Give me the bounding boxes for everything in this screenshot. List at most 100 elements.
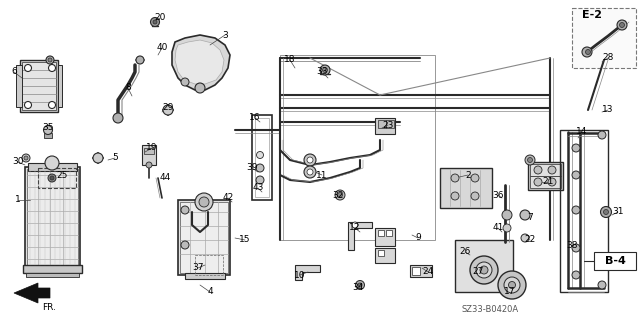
Bar xyxy=(412,267,420,275)
Text: 1: 1 xyxy=(15,196,21,204)
Circle shape xyxy=(256,176,264,184)
Text: 22: 22 xyxy=(524,235,536,244)
Circle shape xyxy=(181,206,189,214)
Circle shape xyxy=(24,101,31,108)
Text: 3: 3 xyxy=(222,31,228,40)
Text: 24: 24 xyxy=(422,268,434,277)
Circle shape xyxy=(181,241,189,249)
Circle shape xyxy=(45,156,59,170)
Text: 30: 30 xyxy=(12,158,24,167)
Text: 16: 16 xyxy=(249,114,260,122)
Circle shape xyxy=(476,262,492,278)
Circle shape xyxy=(534,178,542,186)
Circle shape xyxy=(337,192,342,197)
Text: 27: 27 xyxy=(472,268,484,277)
Circle shape xyxy=(600,206,611,218)
Text: 13: 13 xyxy=(602,106,614,115)
Text: 19: 19 xyxy=(147,144,157,152)
Bar xyxy=(144,148,154,154)
Text: 9: 9 xyxy=(415,234,421,242)
Text: 26: 26 xyxy=(460,248,470,256)
Polygon shape xyxy=(175,40,224,84)
Text: 2: 2 xyxy=(465,170,471,180)
Bar xyxy=(378,120,386,128)
Circle shape xyxy=(451,192,459,200)
Text: 36: 36 xyxy=(492,190,504,199)
Circle shape xyxy=(498,271,526,299)
Bar xyxy=(530,164,561,176)
Circle shape xyxy=(470,256,498,284)
Circle shape xyxy=(195,193,213,211)
Bar xyxy=(375,118,395,134)
Bar xyxy=(142,145,156,165)
Text: 41: 41 xyxy=(492,224,504,233)
Circle shape xyxy=(22,154,30,162)
Bar xyxy=(560,130,608,292)
Circle shape xyxy=(195,83,205,93)
Text: 28: 28 xyxy=(602,54,614,63)
Circle shape xyxy=(48,58,52,62)
Bar xyxy=(375,228,395,246)
Circle shape xyxy=(49,101,56,108)
Text: 12: 12 xyxy=(349,224,361,233)
Circle shape xyxy=(150,18,159,26)
Text: FR.: FR. xyxy=(42,303,56,313)
Text: 10: 10 xyxy=(294,271,306,279)
Circle shape xyxy=(136,56,144,64)
Text: 42: 42 xyxy=(222,194,234,203)
Circle shape xyxy=(572,271,580,279)
Bar xyxy=(185,273,225,279)
Bar xyxy=(195,255,223,275)
Bar xyxy=(528,162,563,190)
Circle shape xyxy=(534,166,542,174)
Circle shape xyxy=(358,283,362,287)
Bar xyxy=(180,202,228,273)
Circle shape xyxy=(50,176,54,180)
Text: 4: 4 xyxy=(207,287,213,296)
Text: 21: 21 xyxy=(542,177,554,187)
Circle shape xyxy=(355,280,365,290)
Circle shape xyxy=(572,206,580,214)
Circle shape xyxy=(480,266,488,274)
Circle shape xyxy=(44,125,52,135)
Circle shape xyxy=(525,155,535,165)
Bar xyxy=(375,248,395,263)
Circle shape xyxy=(617,20,627,30)
Bar xyxy=(252,115,272,200)
Text: 31: 31 xyxy=(612,207,624,217)
Circle shape xyxy=(471,174,479,182)
Bar xyxy=(280,55,435,240)
Text: 7: 7 xyxy=(527,213,533,222)
Circle shape xyxy=(521,234,529,242)
Text: 39: 39 xyxy=(246,164,258,173)
Circle shape xyxy=(572,244,580,252)
Bar xyxy=(58,65,62,107)
Circle shape xyxy=(163,105,173,115)
Text: E-2: E-2 xyxy=(582,10,602,20)
Text: 35: 35 xyxy=(42,123,54,132)
Circle shape xyxy=(93,153,103,163)
Text: 33: 33 xyxy=(316,68,328,77)
Circle shape xyxy=(335,190,345,200)
Circle shape xyxy=(307,169,313,175)
Circle shape xyxy=(146,162,152,168)
Text: 25: 25 xyxy=(56,170,68,180)
Text: 43: 43 xyxy=(252,183,264,192)
Text: 37: 37 xyxy=(192,263,204,272)
Circle shape xyxy=(451,174,459,182)
Bar xyxy=(594,252,636,270)
Circle shape xyxy=(598,131,606,139)
Circle shape xyxy=(320,65,330,75)
Circle shape xyxy=(24,64,31,71)
Circle shape xyxy=(572,144,580,152)
Bar xyxy=(27,169,78,265)
Text: 20: 20 xyxy=(154,13,166,23)
Circle shape xyxy=(304,154,316,166)
Circle shape xyxy=(256,164,264,172)
Bar xyxy=(386,230,392,236)
Bar xyxy=(28,163,77,171)
Bar xyxy=(22,62,56,110)
Circle shape xyxy=(598,281,606,289)
Bar xyxy=(44,133,52,138)
Bar xyxy=(386,120,394,128)
